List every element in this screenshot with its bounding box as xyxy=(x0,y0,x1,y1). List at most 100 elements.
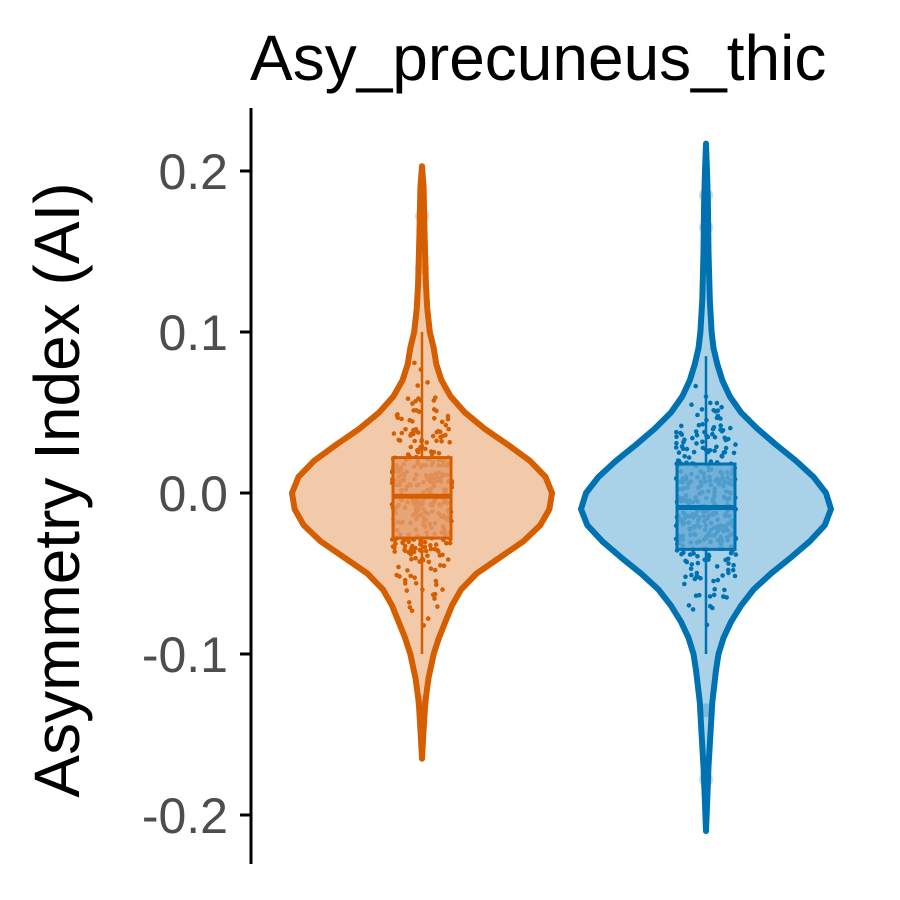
data-point xyxy=(401,538,406,544)
data-point xyxy=(682,454,687,459)
data-point xyxy=(425,380,430,385)
data-point xyxy=(706,553,712,559)
data-point xyxy=(689,572,694,578)
data-point xyxy=(711,578,716,584)
data-point xyxy=(416,396,421,401)
data-point xyxy=(696,422,702,428)
data-point xyxy=(720,573,725,578)
data-point xyxy=(695,574,701,580)
data-point xyxy=(688,566,694,572)
data-point xyxy=(445,416,451,422)
data-point xyxy=(407,605,413,610)
data-point xyxy=(439,439,444,444)
data-point xyxy=(435,604,440,609)
data-point xyxy=(395,412,400,417)
data-point xyxy=(703,394,709,399)
data-point xyxy=(702,557,707,563)
data-point xyxy=(441,563,447,569)
y-axis-ticks: 0.2 0.1 0.0 -0.1 -0.2 xyxy=(142,144,251,844)
y-tick-label: -0.2 xyxy=(142,788,228,844)
data-point xyxy=(722,435,727,441)
data-point xyxy=(438,563,443,568)
data-point xyxy=(435,548,440,553)
data-point xyxy=(422,544,428,550)
data-point xyxy=(731,450,737,456)
data-point xyxy=(712,434,718,440)
outlier-point xyxy=(415,260,429,275)
data-point xyxy=(674,440,679,446)
data-point xyxy=(412,438,418,444)
data-point xyxy=(719,404,724,410)
data-point xyxy=(721,594,727,599)
data-point xyxy=(433,542,439,547)
outlier-point xyxy=(699,703,713,718)
data-point xyxy=(418,542,423,547)
data-point xyxy=(411,431,416,437)
data-point xyxy=(725,567,731,573)
data-point xyxy=(691,551,696,556)
data-point xyxy=(432,591,438,597)
data-point xyxy=(399,430,405,436)
data-point xyxy=(433,578,439,584)
data-point xyxy=(402,543,408,549)
data-point xyxy=(693,383,698,389)
data-point xyxy=(437,429,443,435)
data-point xyxy=(430,433,436,439)
data-point xyxy=(733,442,738,447)
y-tick-label: 0.2 xyxy=(158,144,228,200)
data-point xyxy=(432,596,437,601)
data-point xyxy=(413,581,419,586)
y-tick-label: -0.1 xyxy=(142,627,228,683)
data-point xyxy=(679,423,684,429)
data-point xyxy=(406,600,412,605)
data-point xyxy=(402,547,407,553)
outlier-point xyxy=(699,220,713,235)
data-point xyxy=(433,395,438,400)
data-point xyxy=(402,577,408,583)
data-point xyxy=(714,444,719,450)
data-point xyxy=(420,587,425,592)
data-point xyxy=(676,450,682,455)
data-point xyxy=(732,573,738,579)
data-point xyxy=(434,582,439,587)
data-point xyxy=(403,426,408,432)
data-point xyxy=(710,605,715,611)
data-point xyxy=(390,544,396,549)
data-point xyxy=(681,440,686,445)
outlier-point xyxy=(699,188,713,203)
outlier-point xyxy=(415,209,429,224)
chart-title: Asy_precuneus_thic xyxy=(250,22,826,94)
data-point xyxy=(392,549,398,554)
data-point xyxy=(715,577,721,583)
data-point xyxy=(699,407,705,412)
data-point xyxy=(693,429,699,434)
data-point xyxy=(700,445,706,451)
data-point xyxy=(690,607,696,612)
data-point xyxy=(439,419,445,425)
data-point xyxy=(689,562,695,567)
data-point xyxy=(712,586,717,592)
data-point xyxy=(718,427,723,433)
data-point xyxy=(423,548,429,554)
data-point xyxy=(407,417,413,423)
data-point xyxy=(396,564,401,570)
data-point xyxy=(428,566,434,571)
data-point xyxy=(704,622,710,628)
data-point xyxy=(399,416,404,422)
data-point xyxy=(683,574,688,580)
data-point xyxy=(705,449,711,455)
data-point xyxy=(415,449,421,455)
data-point xyxy=(684,559,690,565)
data-point xyxy=(434,438,439,444)
data-point xyxy=(700,422,705,427)
data-point xyxy=(426,559,432,565)
data-point xyxy=(695,560,701,566)
data-point xyxy=(694,441,699,446)
data-point xyxy=(425,616,431,621)
data-point xyxy=(708,400,713,406)
data-point xyxy=(411,549,417,555)
violins xyxy=(289,140,834,835)
data-point xyxy=(695,412,700,418)
data-point xyxy=(402,581,408,586)
